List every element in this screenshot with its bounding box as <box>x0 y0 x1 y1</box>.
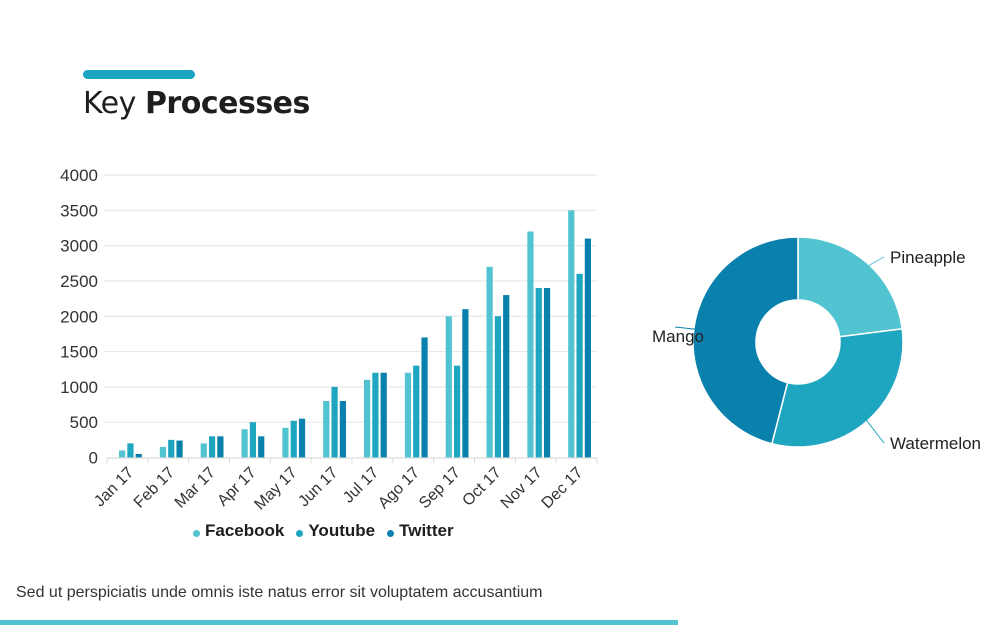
footer-accent-bar <box>0 620 678 625</box>
legend-dot-youtube <box>296 529 304 537</box>
y-axis-ticks: 0 500 1000 1500 2000 2500 3000 3500 4000 <box>60 166 98 468</box>
y-tick-label: 0 <box>89 449 98 468</box>
bar-youtube[interactable] <box>127 443 134 458</box>
legend-dot-twitter <box>387 529 395 537</box>
legend-item-twitter[interactable]: Twitter <box>387 521 454 541</box>
bar-facebook[interactable] <box>527 231 534 458</box>
donut-slices <box>692 236 904 448</box>
bar-twitter[interactable] <box>380 372 387 458</box>
x-tick-label: Oct 17 <box>459 464 504 509</box>
bar-facebook[interactable] <box>445 316 452 458</box>
bar-facebook[interactable] <box>241 429 248 458</box>
leader-line-pineapple <box>861 256 885 270</box>
y-tick-label: 1500 <box>60 343 98 362</box>
bar-twitter[interactable] <box>462 309 469 458</box>
x-tick-label: Dec 17 <box>539 464 587 512</box>
bar-twitter[interactable] <box>176 440 183 458</box>
donut-label-mango: Mango <box>652 327 704 346</box>
bar-twitter[interactable] <box>543 288 551 458</box>
grid-lines <box>104 174 597 423</box>
leader-line-watermelon <box>861 414 885 444</box>
bar-twitter[interactable] <box>421 337 428 458</box>
bar-twitter[interactable] <box>258 436 265 458</box>
x-tick-label: Jan 17 <box>91 464 137 510</box>
legend-label-youtube: Youtube <box>308 521 376 540</box>
bar-facebook[interactable] <box>159 446 167 458</box>
footer-caption: Sed ut perspiciatis unde omnis iste natu… <box>16 584 543 601</box>
x-tick-label: Sep 17 <box>416 464 464 512</box>
donut-labels: Pineapple Watermelon Mango <box>652 248 981 453</box>
y-tick-label: 4000 <box>60 166 98 185</box>
bar-twitter[interactable] <box>339 401 346 458</box>
donut-slice-watermelon[interactable] <box>770 328 904 448</box>
bar-chart-legend: Facebook Youtube Twitter <box>193 521 454 541</box>
bar-facebook[interactable] <box>200 443 207 458</box>
legend-label-twitter: Twitter <box>399 521 454 540</box>
bar-youtube[interactable] <box>168 439 175 458</box>
bar-youtube[interactable] <box>576 273 583 458</box>
bar-facebook[interactable] <box>282 427 289 458</box>
title-regular: Key <box>83 86 136 121</box>
bar-facebook[interactable] <box>568 210 575 458</box>
bar-facebook[interactable] <box>486 266 493 458</box>
bar-youtube[interactable] <box>331 386 338 458</box>
bars <box>119 210 591 458</box>
title-bold: Processes <box>144 86 310 121</box>
x-tick-label: Ago 17 <box>375 464 423 512</box>
legend-item-youtube[interactable]: Youtube <box>296 521 375 541</box>
x-tick-label: May 17 <box>251 464 300 513</box>
donut-label-watermelon: Watermelon <box>890 434 981 453</box>
leader-line-mango <box>674 326 702 331</box>
donut-slice-mango[interactable] <box>692 236 799 445</box>
bar-facebook[interactable] <box>323 401 330 458</box>
x-tick-label: Feb 17 <box>131 464 178 511</box>
y-tick-label: 500 <box>70 413 98 432</box>
y-tick-label: 2000 <box>60 307 98 326</box>
bar-twitter[interactable] <box>217 436 224 458</box>
bar-youtube[interactable] <box>249 422 257 458</box>
y-tick-label: 1000 <box>60 378 98 397</box>
bar-youtube[interactable] <box>453 365 461 458</box>
page-title: Key Processes <box>83 86 310 121</box>
bar-youtube[interactable] <box>208 436 216 458</box>
legend-dot-facebook <box>193 529 200 537</box>
bar-chart: 0 500 1000 1500 2000 2500 3000 3500 4000 Jan 17F… <box>60 166 598 513</box>
bar-facebook[interactable] <box>404 372 412 458</box>
x-tick-label: Jun 17 <box>295 464 341 510</box>
bar-facebook[interactable] <box>119 450 126 458</box>
x-tick-label: Nov 17 <box>498 464 546 512</box>
bar-youtube[interactable] <box>290 420 297 458</box>
bar-youtube[interactable] <box>372 372 379 458</box>
y-tick-label: 3500 <box>60 201 98 220</box>
bar-youtube[interactable] <box>413 365 420 458</box>
bar-facebook[interactable] <box>364 379 371 458</box>
bar-youtube[interactable] <box>494 316 502 458</box>
donut-label-pineapple: Pineapple <box>890 248 966 267</box>
legend-item-facebook[interactable]: Facebook <box>193 521 284 541</box>
bar-twitter[interactable] <box>135 453 142 458</box>
bar-twitter[interactable] <box>503 295 510 458</box>
bar-youtube[interactable] <box>535 288 542 458</box>
donut-slice-pineapple[interactable] <box>797 236 904 338</box>
title-accent-bar <box>83 70 195 79</box>
bar-twitter[interactable] <box>298 418 306 458</box>
legend-label-facebook: Facebook <box>205 521 285 540</box>
y-tick-label: 3000 <box>60 237 98 256</box>
bar-twitter[interactable] <box>584 238 591 458</box>
x-tick-label: Mar 17 <box>172 464 219 511</box>
y-tick-label: 2500 <box>60 272 98 291</box>
